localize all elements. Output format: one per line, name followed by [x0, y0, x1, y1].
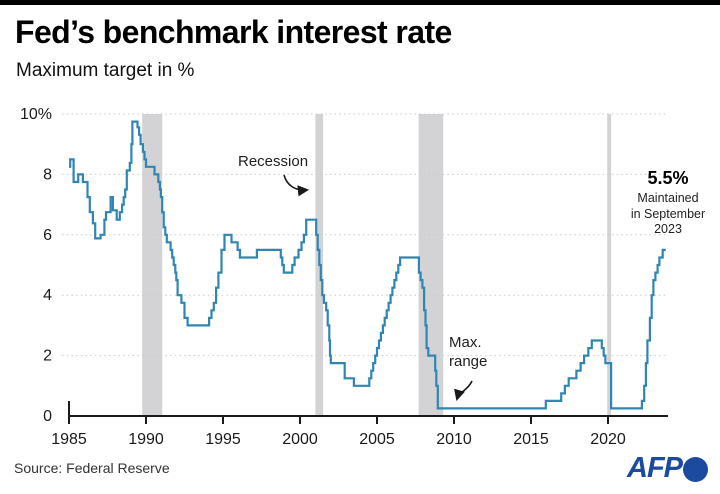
- recession-annotation: Recession: [238, 152, 308, 171]
- y-tick-label: 2: [43, 348, 52, 365]
- x-tick-label: 1985: [51, 431, 87, 448]
- page-title: Fed’s benchmark interest rate: [15, 14, 452, 50]
- x-tick-label: 1995: [205, 431, 241, 448]
- x-tick-label: 2005: [359, 431, 395, 448]
- y-tick-label: 4: [43, 287, 52, 304]
- recession-arrow: [283, 174, 310, 197]
- y-tick-label: 0: [43, 408, 52, 425]
- max-range-line1: Max.: [449, 334, 482, 351]
- y-tick-label: 6: [43, 227, 52, 244]
- afp-logo-text: AFP: [627, 452, 683, 484]
- x-tick-label: 2000: [282, 431, 318, 448]
- x-tick-label: 1990: [128, 431, 164, 448]
- latest-rate-value: 5.5%: [647, 168, 689, 188]
- fed-rate-chart: 0 2 4 6 8 10% 1985 1990 1995 2000 2005 2010 2015 2020: [20, 106, 668, 448]
- y-tick-label: 10%: [20, 106, 52, 123]
- source-credit: Source: Federal Reserve: [14, 460, 170, 476]
- x-tick-label: 2015: [513, 431, 549, 448]
- latest-rate-note-line2: in September: [630, 206, 706, 221]
- recession-band: [142, 114, 163, 416]
- max-range-line2: range: [449, 353, 488, 370]
- afp-logo-circle-icon: [683, 457, 708, 482]
- max-range-annotation: Max. range: [449, 333, 487, 371]
- x-tick-label: 2010: [436, 431, 472, 448]
- afp-logo: AFP: [627, 452, 708, 485]
- recession-band: [418, 114, 444, 416]
- latest-rate-note-line3: 2023: [654, 222, 682, 236]
- latest-rate-note-line1: Maintained: [637, 191, 699, 205]
- recession-band: [607, 114, 612, 416]
- max-range-arrow: [454, 380, 473, 402]
- rate-step-line: [69, 120, 666, 410]
- chart-subtitle: Maximum target in %: [16, 60, 195, 81]
- x-tick-label: 2020: [590, 431, 626, 448]
- y-tick-label: 8: [43, 166, 52, 183]
- top-border-bar: [0, 0, 720, 5]
- latest-rate-annotation: 5.5% Maintained in September 2023: [612, 169, 720, 238]
- recession-label: Recession: [238, 153, 309, 170]
